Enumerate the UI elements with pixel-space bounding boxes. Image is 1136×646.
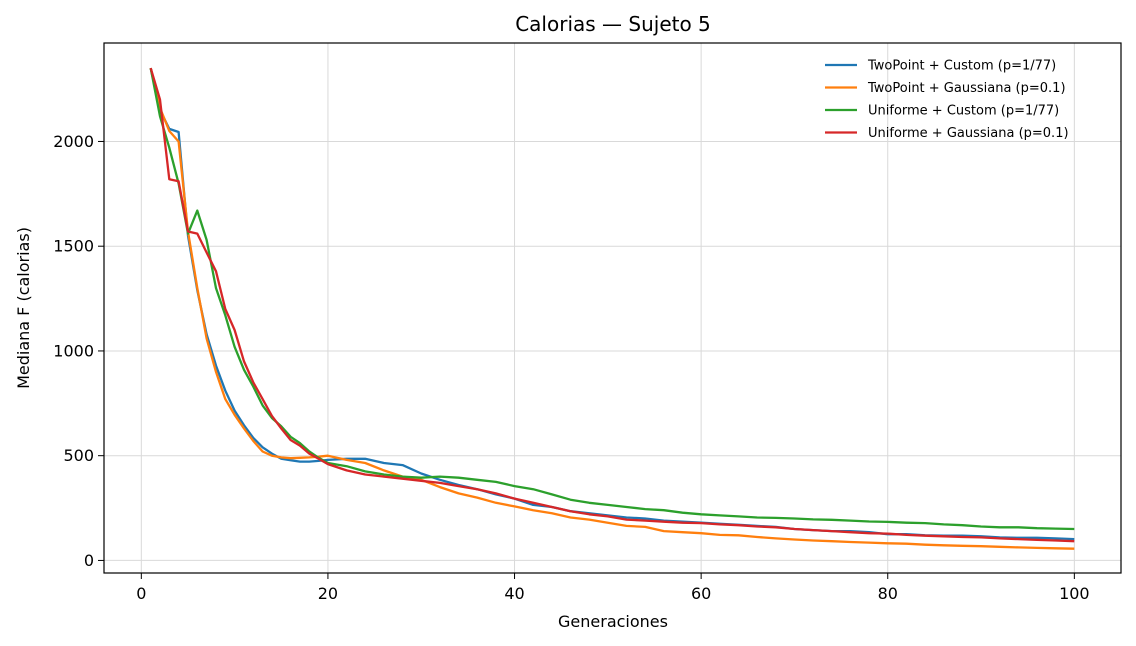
x-tick-label: 100: [1059, 584, 1090, 603]
y-axis-label: Mediana F (calorias): [14, 227, 33, 389]
chart-title: Calorias — Sujeto 5: [515, 12, 711, 36]
y-tick-label: 1000: [53, 341, 94, 360]
plot-area-frame: [103, 42, 1122, 574]
x-tick-label: 40: [504, 584, 524, 603]
x-tick-label: 60: [691, 584, 711, 603]
y-axis-ticks: 0 500 1000 1500 2000: [53, 132, 104, 570]
x-axis-ticks: 0 20 40 60 80 100: [136, 573, 1090, 603]
legend: TwoPoint + Custom (p=1/77) TwoPoint + Gau…: [825, 59, 1069, 141]
x-tick-label: 0: [136, 584, 146, 603]
y-tick-label: 2000: [53, 132, 94, 151]
series-line-3: [149, 67, 1075, 531]
x-axis-label: Generaciones: [558, 612, 668, 631]
y-tick-label: 0: [84, 551, 94, 570]
x-tick-label: 80: [878, 584, 898, 603]
series-line-2: [149, 67, 1075, 550]
y-tick-label: 500: [63, 446, 94, 465]
legend-label: TwoPoint + Gaussiana (p=0.1): [867, 81, 1066, 96]
legend-label: TwoPoint + Custom (p=1/77): [867, 59, 1056, 74]
legend-label: Uniforme + Custom (p=1/77): [868, 104, 1059, 119]
y-tick-label: 1500: [53, 237, 94, 256]
grid-lines: [104, 43, 1121, 573]
x-tick-label: 20: [318, 584, 338, 603]
series-lines: [149, 67, 1075, 550]
legend-label: Uniforme + Gaussiana (p=0.1): [868, 126, 1069, 141]
series-line-4: [149, 67, 1075, 543]
